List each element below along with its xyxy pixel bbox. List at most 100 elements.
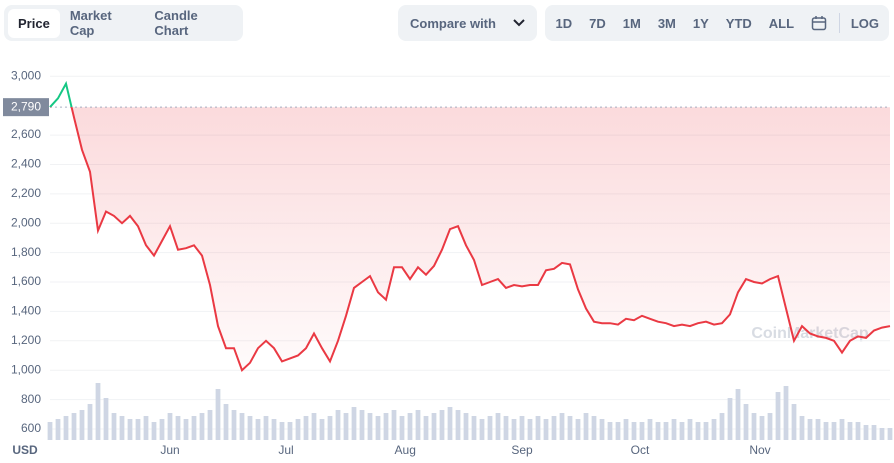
y-tick-label: 2,600 (11, 127, 41, 141)
volume-bar (823, 422, 829, 440)
range-button[interactable]: 1M (622, 15, 641, 31)
volume-bar (207, 410, 213, 440)
y-tick-label: 800 (21, 392, 41, 406)
volume-bar (423, 416, 429, 440)
volume-bar (615, 422, 621, 440)
volume-bar (807, 419, 813, 440)
volume-bar (447, 407, 453, 440)
watermark: CoinMarketCap (751, 325, 869, 342)
volume-bar (831, 422, 837, 440)
volume-bar (375, 416, 381, 440)
y-tick-label: 2,400 (11, 157, 41, 171)
volume-bar (95, 383, 101, 440)
calendar-icon (811, 16, 826, 31)
volume-bar (167, 413, 173, 440)
volume-bar (383, 413, 389, 440)
volume-bar (303, 416, 309, 440)
volume-bar (719, 413, 725, 440)
volume-bar (839, 419, 845, 440)
volume-bar (199, 413, 205, 440)
reference-label: 2,790 (11, 99, 41, 113)
y-tick-label: 2,200 (11, 186, 41, 200)
range-button[interactable]: 7D (589, 15, 606, 31)
y-tick-label: 2,000 (11, 215, 41, 229)
currency-label: USD (12, 443, 38, 457)
volume-bar (559, 413, 565, 440)
volume-bar (647, 419, 653, 440)
volume-bar (487, 416, 493, 440)
calendar-button[interactable] (803, 8, 835, 38)
range-button[interactable]: ALL (768, 15, 795, 31)
volume-bar (87, 404, 93, 440)
volume-bar (703, 422, 709, 440)
tab[interactable]: Market Cap (69, 8, 112, 38)
compare-dropdown[interactable]: Compare with (398, 5, 537, 41)
volume-bar (679, 422, 685, 440)
volume-bar (111, 413, 117, 440)
volume-bar (319, 419, 325, 440)
log-button[interactable]: LOG (850, 15, 879, 31)
volume-bar (511, 419, 517, 440)
tab[interactable]: Candle Chart (154, 8, 198, 38)
range-button[interactable]: 1Y (692, 15, 709, 31)
x-tick-label: Aug (395, 443, 416, 457)
volume-bar (343, 413, 349, 440)
volume-bar (655, 422, 661, 440)
price-line-up (49, 80, 73, 108)
volume-bar (815, 419, 821, 440)
volume-bar (119, 416, 125, 440)
x-tick-label: Nov (749, 443, 770, 457)
volume-bar (63, 416, 69, 440)
range-button[interactable]: 1D (555, 15, 573, 31)
tab-bar: Price Market Cap Candle Chart (4, 5, 243, 41)
volume-bar (391, 410, 397, 440)
y-tick-label: 1,400 (11, 304, 41, 318)
volume-bar (279, 422, 285, 440)
volume-bar (431, 413, 437, 440)
volume-bar (623, 419, 629, 440)
compare-label: Compare with (410, 15, 496, 31)
volume-bar (551, 416, 557, 440)
volume-bar (711, 419, 717, 440)
volume-bar (263, 416, 269, 440)
volume-bar (863, 425, 869, 440)
volume-bar (183, 419, 189, 440)
volume-bar (479, 419, 485, 440)
volume-bar (311, 413, 317, 440)
volume-bar (127, 419, 133, 440)
volume-bar (743, 404, 749, 440)
volume-bar (295, 419, 301, 440)
tab[interactable]: Price (8, 8, 60, 38)
volume-bar (887, 428, 893, 440)
volume-bar (695, 422, 701, 440)
volume-bar (135, 419, 141, 440)
volume-bar (591, 416, 597, 440)
y-tick-label: 1,000 (11, 362, 41, 376)
volume-bar (215, 389, 221, 440)
volume-bar (503, 416, 509, 440)
volume-bar (631, 422, 637, 440)
volume-bar (855, 422, 861, 440)
volume-bar (583, 413, 589, 440)
x-tick-label: Jul (278, 443, 293, 457)
volume-bar (639, 422, 645, 440)
range-button[interactable]: 3M (657, 15, 676, 31)
volume-bar (799, 416, 805, 440)
volume-bar (439, 410, 445, 440)
price-area (71, 107, 890, 371)
volume-bar (71, 413, 77, 440)
chevron (513, 19, 525, 27)
volume-bar (351, 407, 357, 440)
volume-bar (455, 410, 461, 440)
x-tick-label: Sep (511, 443, 533, 457)
volume-bar (151, 422, 157, 440)
volume-bar (767, 413, 773, 440)
volume-bar (575, 419, 581, 440)
volume-bar (287, 422, 293, 440)
volume-bar (255, 419, 261, 440)
volume-bar (471, 416, 477, 440)
range-button[interactable]: YTD (725, 15, 752, 31)
volume-bar (599, 419, 605, 440)
y-tick-label: 600 (21, 421, 41, 435)
